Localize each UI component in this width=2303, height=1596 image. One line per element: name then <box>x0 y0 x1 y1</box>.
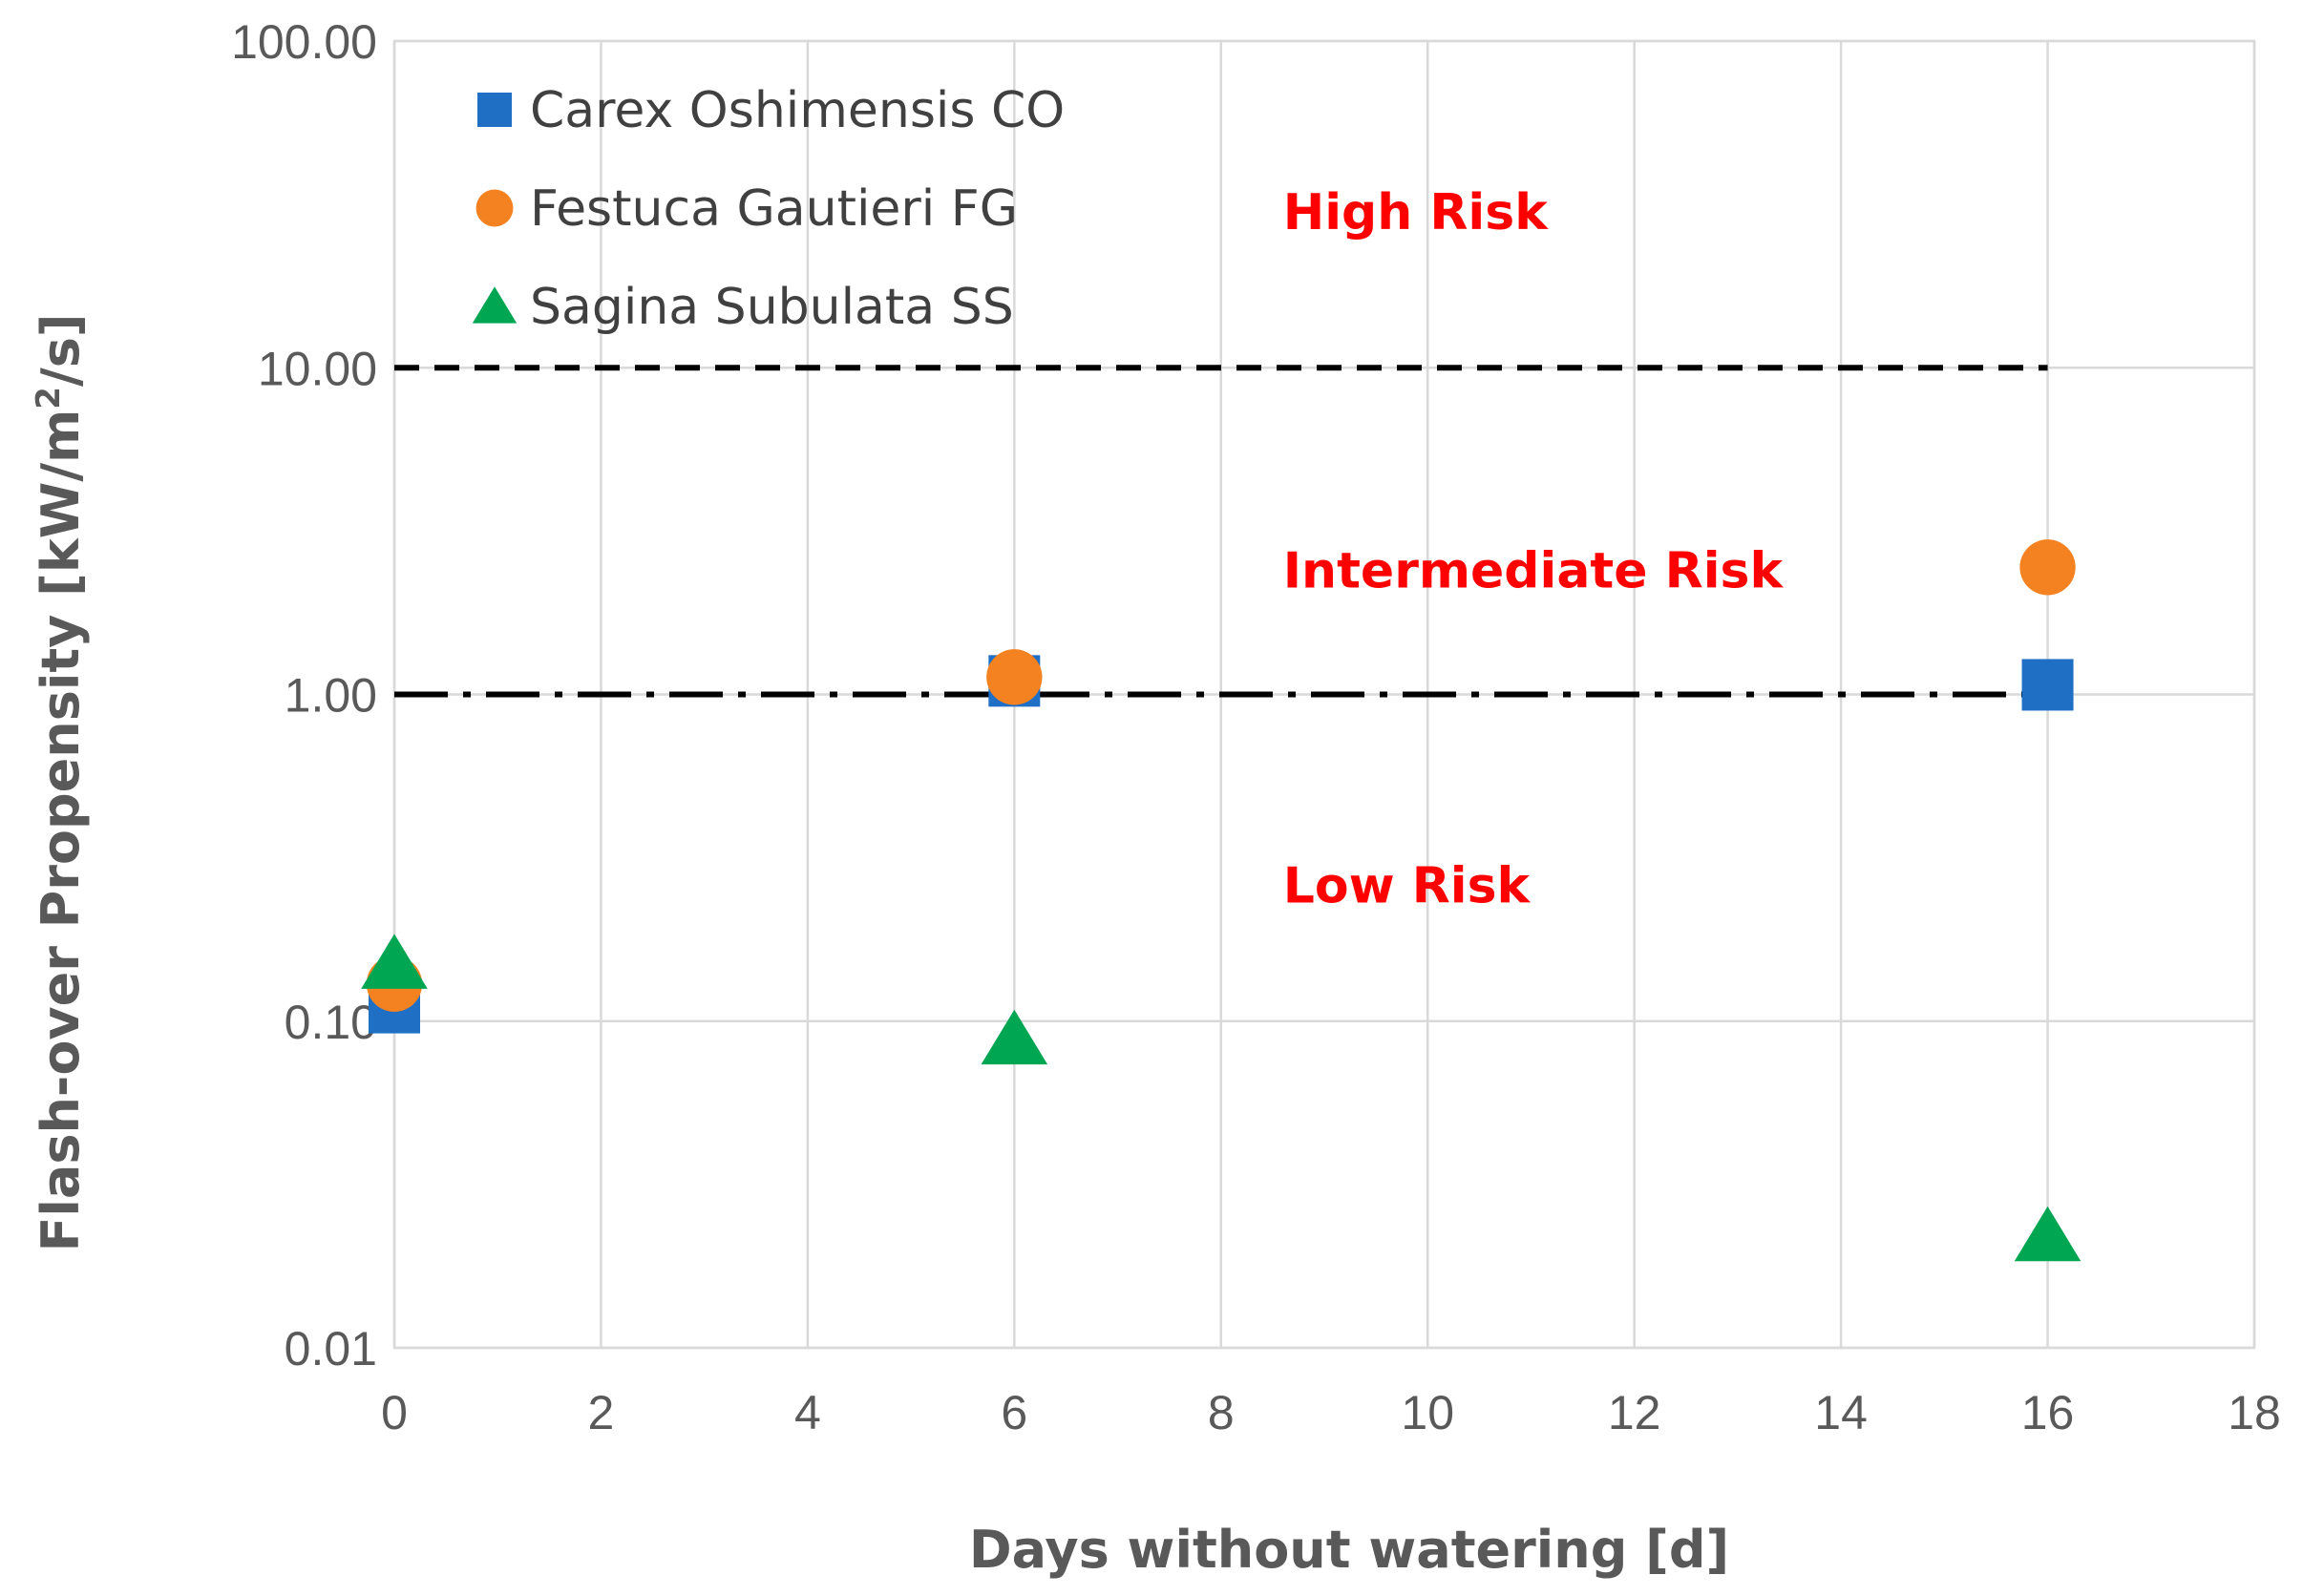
x-tick-label: 10 <box>1401 1386 1454 1439</box>
x-tick-label: 2 <box>588 1386 615 1439</box>
y-tick-label: 10.00 <box>258 342 377 395</box>
y-tick-label: 100.00 <box>231 15 377 69</box>
square-point <box>2021 659 2074 711</box>
circle-point <box>2019 539 2076 596</box>
y-tick-label: 0.10 <box>285 996 377 1049</box>
legend-label: Sagina Subulata SS <box>530 279 1014 336</box>
triangle-point <box>2014 1206 2081 1262</box>
x-tick-label: 14 <box>1814 1386 1868 1439</box>
legend-triangle-marker <box>472 286 518 324</box>
threshold-lines <box>394 365 2048 698</box>
legend: Carex Oshimensis CO Festuca Gautieri FG Sa… <box>472 82 1065 336</box>
circle-point <box>986 649 1043 705</box>
y-axis-title: Flash-over Propensity [kW/m2/s] <box>30 313 91 1251</box>
x-tick-label: 12 <box>1608 1386 1661 1439</box>
y-tick-label: 1.00 <box>285 669 377 723</box>
legend-square-marker <box>477 93 512 127</box>
x-tick-label: 0 <box>381 1386 408 1439</box>
legend-label: Carex Oshimensis CO <box>530 82 1065 139</box>
x-tick-label: 8 <box>1208 1386 1235 1439</box>
y-axis-title-end: /s] <box>31 313 91 387</box>
risk-label: Intermediate Risk <box>1283 542 1785 599</box>
legend-label: Festuca Gautieri FG <box>530 180 1018 238</box>
x-tick-label: 16 <box>2021 1386 2075 1439</box>
triangle-point <box>981 1009 1048 1065</box>
data-points <box>361 539 2081 1262</box>
triangle-point <box>361 934 428 989</box>
y-axis-title-superscript: 2 <box>30 387 68 410</box>
risk-label: Low Risk <box>1283 858 1532 915</box>
x-tick-label: 18 <box>2228 1386 2281 1439</box>
tick-labels: 0 2 4 6 8 10 12 14 16 18 0.01 0.10 1.00 10.00 100.00 <box>231 15 2281 1439</box>
legend-circle-marker <box>475 189 514 227</box>
y-axis-title-main: Flash-over Propensity [kW/m <box>31 410 91 1252</box>
x-tick-label: 6 <box>1001 1386 1027 1439</box>
y-tick-label: 0.01 <box>285 1322 377 1376</box>
risk-annotations: High Risk Intermediate Risk Low Risk <box>1283 184 1785 915</box>
risk-label: High Risk <box>1283 184 1550 242</box>
x-axis-title: Days without watering [d] <box>969 1520 1729 1580</box>
x-tick-label: 4 <box>794 1386 821 1439</box>
